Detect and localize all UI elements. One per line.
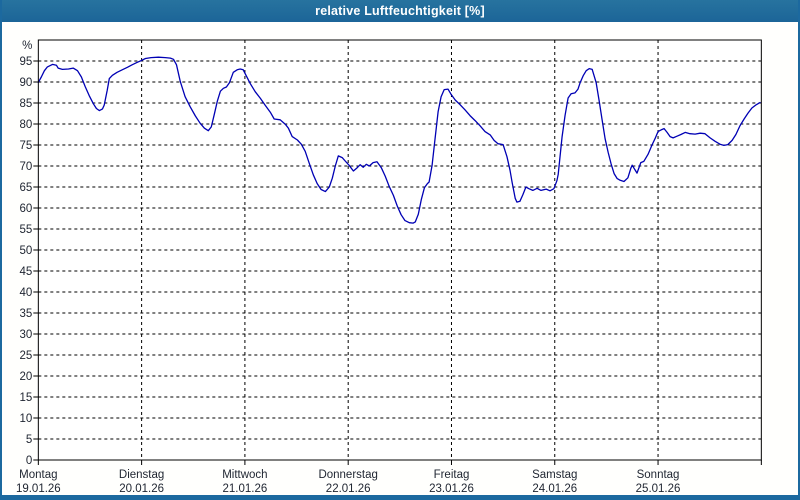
title-bar: relative Luftfeuchtigkeit [%] [0,0,800,22]
y-tick-label: 65 [20,182,33,194]
day-date-label: 20.01.26 [119,483,164,495]
y-tick-label: 40 [20,287,33,299]
y-tick-label: 15 [20,392,33,404]
y-tick-label: 45 [20,266,33,278]
day-date-label: 25.01.26 [636,483,681,495]
y-tick-label: 90 [20,77,33,89]
y-tick-label: 25 [20,350,33,362]
day-name-label: Donnerstag [318,469,377,481]
y-tick-label: 30 [20,329,33,341]
y-tick-label: 80 [20,119,33,131]
y-tick-label: 0 [26,455,32,467]
day-date-label: 23.01.26 [429,483,474,495]
y-tick-label: 20 [20,371,33,383]
day-name-label: Mittwoch [222,469,267,481]
day-date-label: 19.01.26 [16,483,61,495]
y-tick-label: 95 [20,56,33,68]
y-tick-label: 50 [20,245,33,257]
window-title: relative Luftfeuchtigkeit [%] [315,4,485,18]
humidity-line [37,56,761,224]
grid-lines [38,40,762,460]
day-name-label: Sonntag [637,469,680,481]
y-tick-label: 60 [20,203,33,215]
x-axis-labels: Montag 19.01.26 Dienstag 20.01.26 Mittwoch 21… [16,469,680,495]
day-name-label: Montag [19,469,57,481]
axis-ticks [33,60,762,465]
y-tick-label: 5 [26,434,32,446]
day-name-label: Samstag [532,469,577,481]
y-tick-label: 10 [20,413,33,425]
y-tick-label: 35 [20,308,33,320]
day-date-label: 24.01.26 [532,483,577,495]
y-tick-label: 75 [20,140,33,152]
day-date-label: 22.01.26 [326,483,371,495]
y-tick-label: 55 [20,224,33,236]
day-name-label: Freitag [434,469,470,481]
y-tick-label: 70 [20,161,33,173]
y-unit-label: % [22,40,32,52]
day-date-label: 21.01.26 [223,483,268,495]
y-axis-labels: 0 5 10 15 20 25 30 35 40 45 50 55 60 65 70 75 80 85 90 95% [20,40,33,467]
day-name-label: Dienstag [119,469,164,481]
y-tick-label: 85 [20,98,33,110]
plot-border [37,39,762,461]
